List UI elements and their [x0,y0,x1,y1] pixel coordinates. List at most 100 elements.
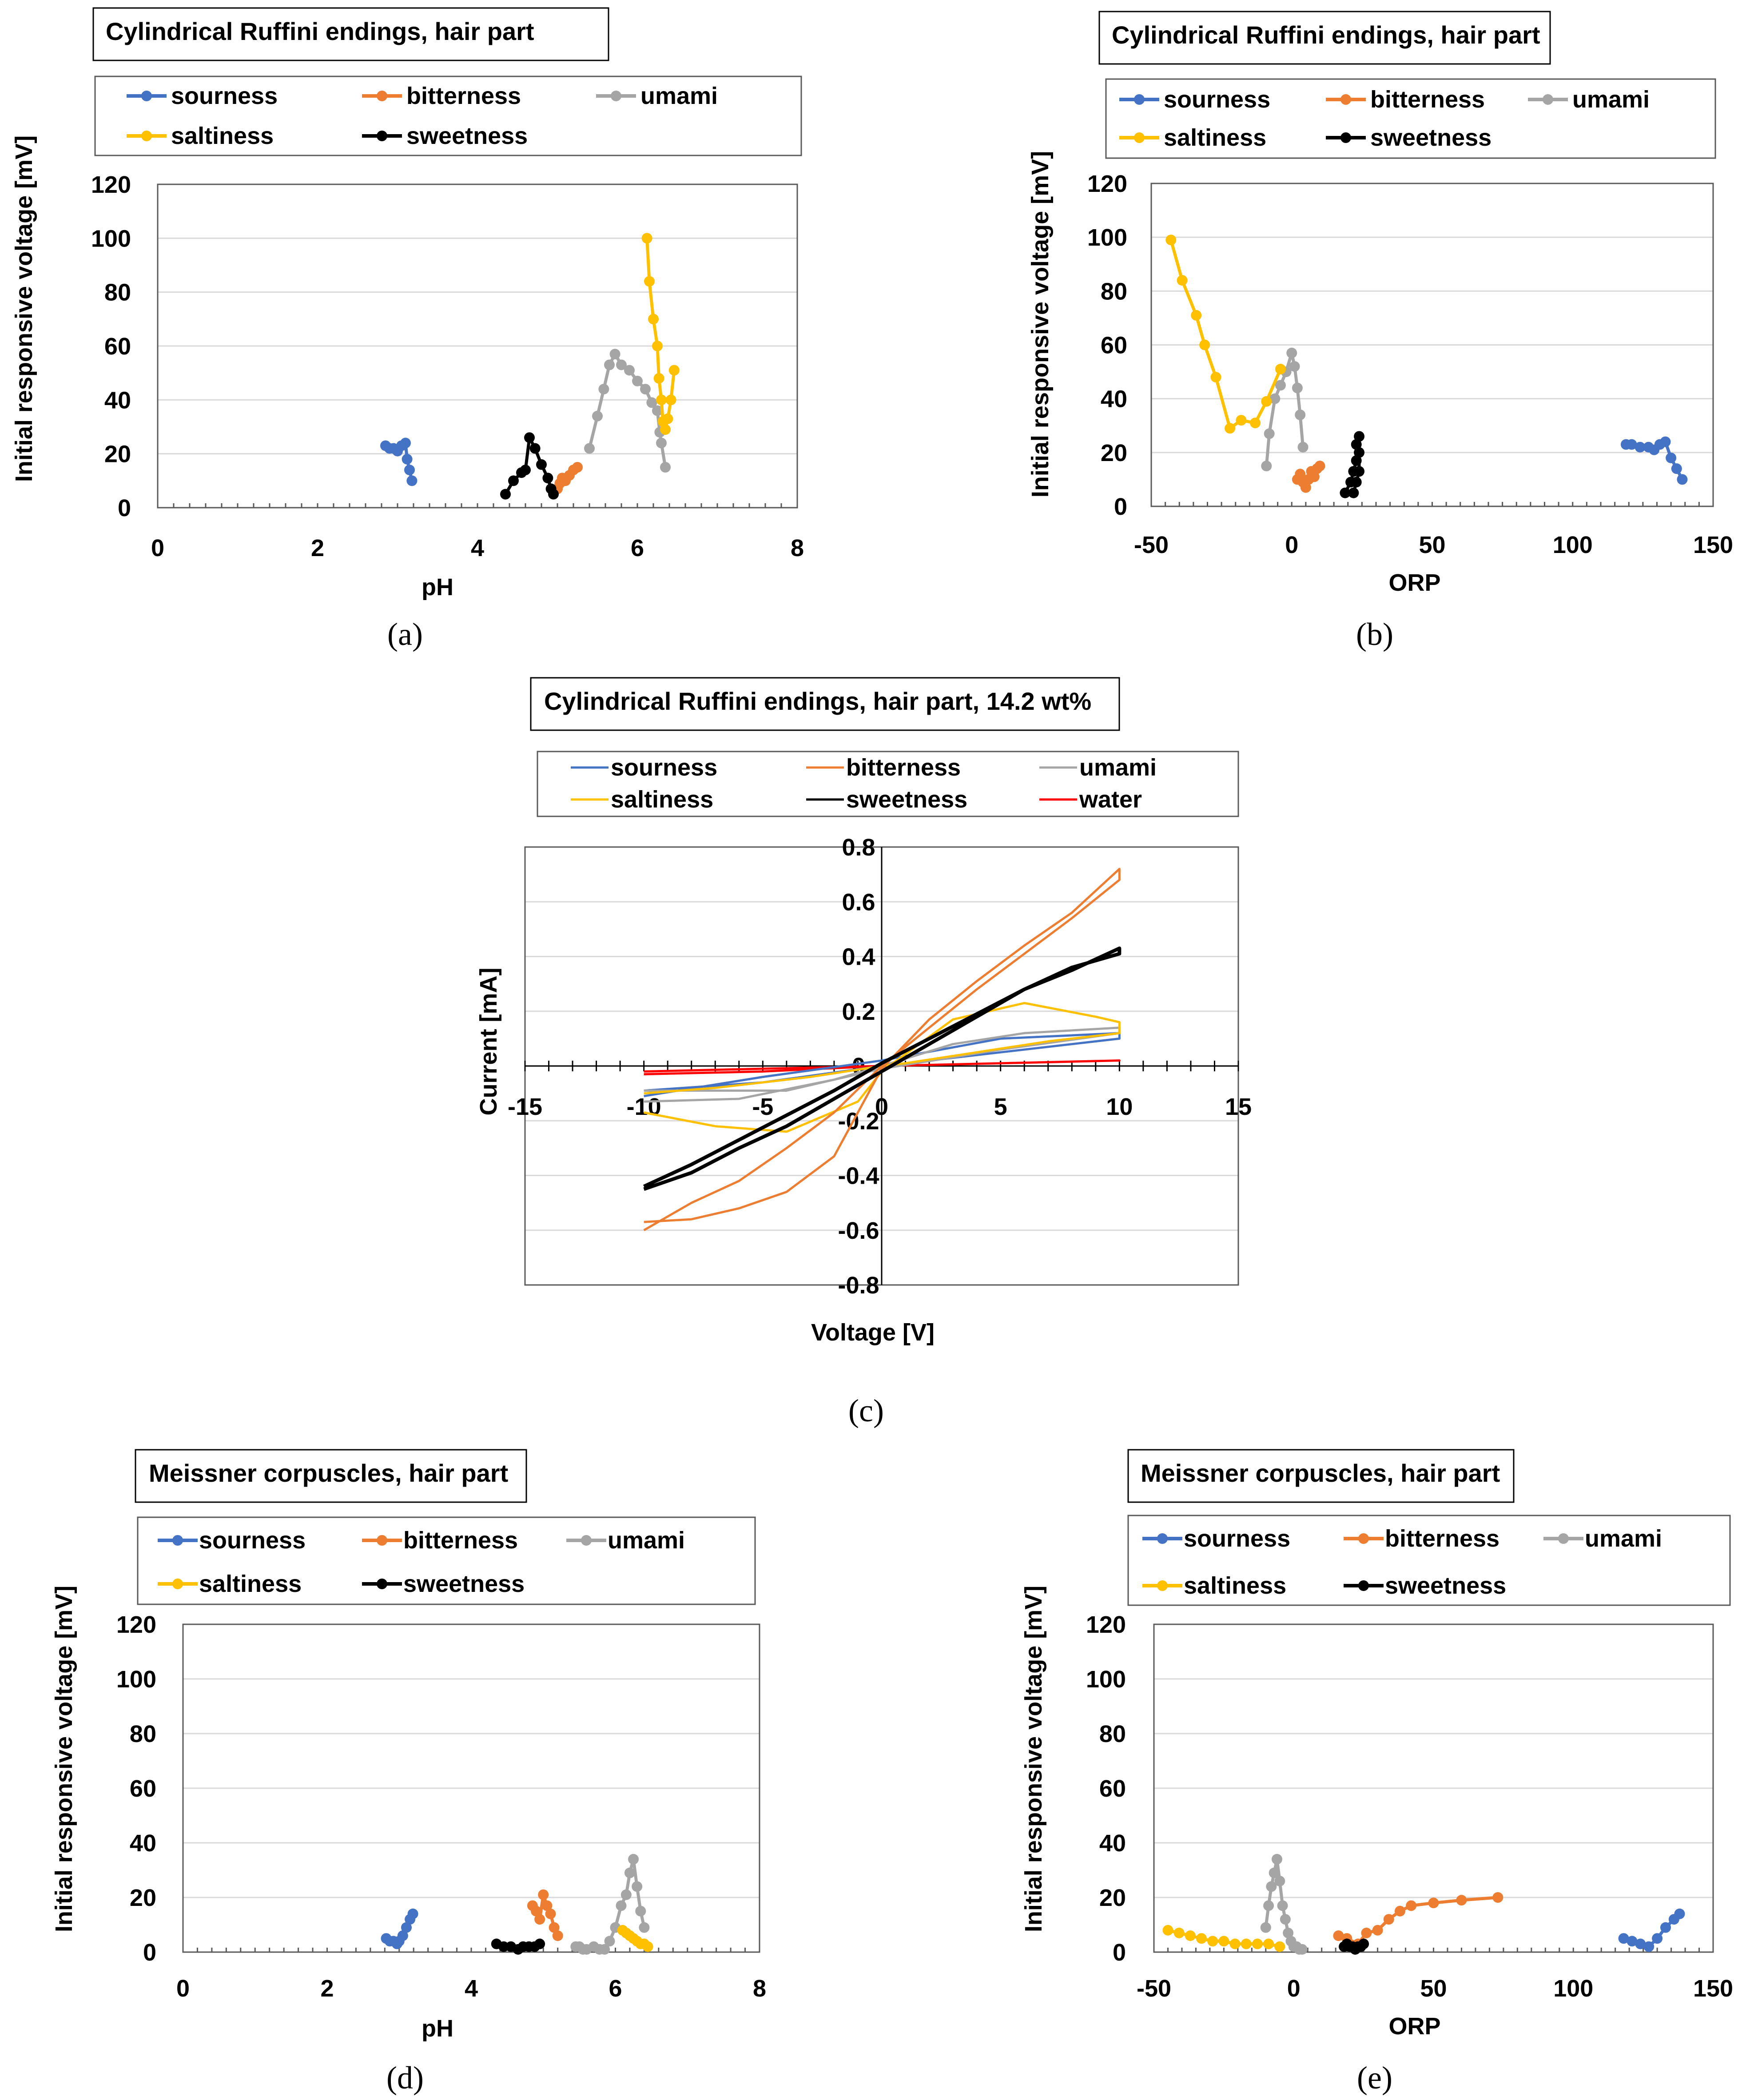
chart-a-legend-saltiness: saltiness [171,123,274,149]
chart-d-legend-bitterness: bitterness [403,1527,518,1554]
y-tick-label: 0.4 [842,944,875,970]
x-tick-label: 150 [1693,1975,1733,2002]
chart-d-ylabel: Initial responsive voltage [mV] [51,1586,77,1932]
data-point-umami [624,1867,635,1878]
chart-a-legend-sourness: sourness [171,83,278,109]
data-point-umami [652,405,663,416]
data-point-umami [616,359,627,370]
data-point-saltiness [665,394,676,406]
chart-e-plot: -50 0 50 100 150 0 20 40 60 80 100 120 [1086,1611,1733,2002]
data-point-saltiness [1225,423,1236,434]
y-tick-label: 80 [1099,1721,1126,1747]
x-tick-label: 2 [311,535,324,561]
y-tick-label: 40 [1101,386,1127,413]
y-tick-label: 80 [1101,278,1127,305]
data-point-umami [639,1922,650,1933]
data-point-umami [620,1889,632,1900]
y-tick-label: 100 [91,225,131,252]
chart-e: Meissner corpuscles, hair part sourness … [1020,1449,1733,2096]
x-tick-label: 100 [1553,1975,1593,2002]
data-point-umami [1295,410,1306,421]
data-point-saltiness [1236,415,1247,426]
x-tick-label: 50 [1420,1975,1447,2002]
x-tick-label: 10 [1106,1094,1133,1120]
data-point-umami [1297,441,1309,453]
data-point-saltiness [1199,339,1210,350]
data-point-sourness [1677,474,1688,485]
y-tick-label: -0.8 [838,1272,879,1299]
data-point-bitterness [1309,471,1320,482]
x-tick-label: 4 [471,535,484,561]
data-point-sourness [397,1930,408,1941]
data-point-saltiness [662,413,673,424]
y-tick-label: 40 [104,387,131,414]
data-point-umami [1266,1881,1277,1892]
data-point-saltiness [644,276,655,287]
data-point-sweetness [1351,477,1362,488]
y-tick-label: 80 [130,1721,156,1747]
chart-c-legend [537,751,1239,817]
data-point-umami [1297,1944,1308,1955]
data-point-sweetness [548,489,559,500]
data-point-umami [624,365,635,376]
chart-b-title-box [1098,11,1551,65]
data-point-umami [1292,382,1303,394]
chart-b-legend-sweetness: sweetness [1370,124,1491,151]
chart-d-title: Meissner corpuscles, hair part [149,1459,508,1487]
chart-c-legend-water: water [1079,786,1142,813]
data-point-umami [1277,1900,1288,1911]
chart-b-caption: (b) [1356,616,1393,652]
x-tick-label: 0 [875,1094,888,1120]
chart-d-legend-sweetness: sweetness [403,1571,525,1597]
chart-d-title-box [135,1449,527,1503]
series-line-saltiness [1169,239,1282,430]
data-point-saltiness [1162,1925,1173,1936]
data-point-saltiness [1263,1938,1274,1949]
y-tick-label: 40 [1099,1830,1126,1857]
data-point-sweetness [534,1938,545,1949]
y-tick-label: 120 [91,171,131,198]
y-tick-label: 120 [1087,171,1127,197]
chart-b-legend-saltiness: saltiness [1164,124,1266,151]
chart-c-legend-sweetness: sweetness [846,786,967,813]
data-point-umami [598,384,609,395]
data-point-sourness [1643,1941,1655,1952]
data-point-bitterness [1394,1905,1405,1917]
data-point-bitterness [1372,1925,1383,1936]
data-point-umami [1264,428,1275,439]
data-point-sourness [404,465,415,476]
chart-d-legend-saltiness: saltiness [199,1571,302,1597]
chart-a-xlabel: pH [422,574,453,601]
data-point-umami [609,349,620,360]
data-point-umami [640,384,651,395]
data-point-bitterness [1333,1930,1344,1941]
data-point-sweetness [1354,431,1365,442]
chart-d-legend-umami: umami [608,1527,685,1554]
data-point-umami [1280,1914,1291,1925]
data-point-saltiness [660,424,671,435]
chart-a-ylabel: Initial responsive voltage [mV] [11,135,37,482]
data-point-sourness [1671,463,1682,474]
y-tick-label: 20 [104,441,131,468]
y-tick-label: -0.4 [838,1163,879,1189]
series-loop-bitterness [643,867,1121,1231]
chart-e-xlabel: ORP [1388,2013,1440,2040]
data-point-bitterness [1383,1914,1394,1925]
chart-e-legend-saltiness: saltiness [1184,1572,1286,1599]
data-point-bitterness [572,462,583,473]
chart-b-ylabel: Initial responsive voltage [mV] [1027,151,1054,497]
chart-e-title: Meissner corpuscles, hair part [1141,1459,1500,1487]
chart-e-ylabel: Initial responsive voltage [mV] [1020,1586,1047,1932]
data-point-sourness [400,438,411,449]
chart-b-plot: -50 0 50 100 150 0 20 40 60 80 100 120 [1087,171,1733,558]
data-point-sweetness [1351,455,1362,466]
data-point-bitterness [1492,1892,1503,1903]
data-point-sweetness [1358,1938,1369,1949]
data-point-sweetness [1340,487,1351,498]
y-tick-label: 100 [1086,1666,1126,1693]
y-tick-label: 0.6 [842,889,875,915]
data-point-sourness [1660,1922,1671,1933]
data-point-saltiness [1229,1938,1241,1949]
chart-a-legend-sweetness: sweetness [406,123,528,149]
